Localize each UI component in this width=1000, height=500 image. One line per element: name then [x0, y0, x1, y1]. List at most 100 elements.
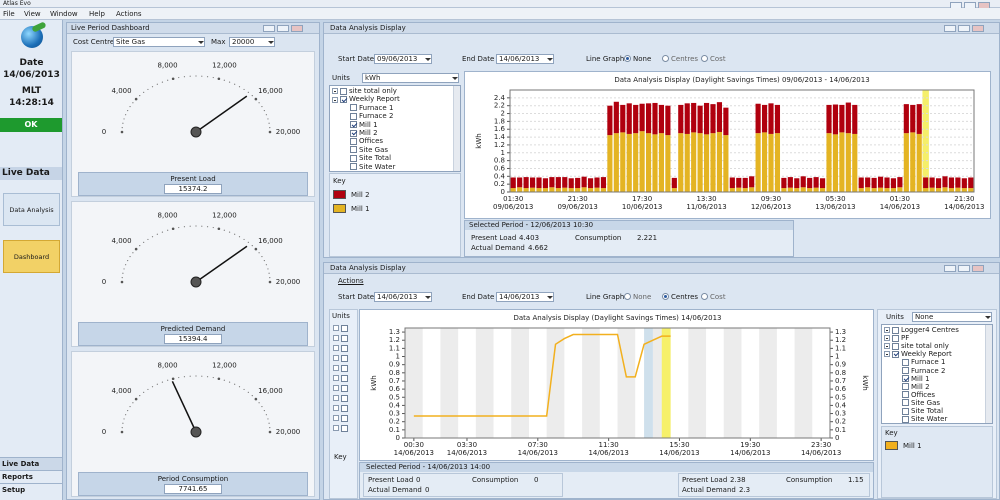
checkbox[interactable]: [350, 138, 357, 146]
radio[interactable]: [662, 293, 669, 300]
menu-item[interactable]: Help: [89, 10, 105, 18]
checkbox[interactable]: [350, 104, 357, 112]
window-button[interactable]: [958, 25, 970, 32]
expander[interactable]: [332, 88, 338, 95]
checkbox[interactable]: [341, 364, 348, 372]
checkbox[interactable]: [892, 334, 899, 342]
checkbox[interactable]: [350, 112, 357, 120]
expander[interactable]: [332, 96, 338, 103]
checkbox[interactable]: [341, 354, 348, 362]
menu-item[interactable]: Window: [50, 10, 78, 18]
expander[interactable]: [333, 425, 339, 431]
max-input[interactable]: 20000: [229, 37, 275, 47]
bar-segment: [536, 188, 542, 192]
window-button[interactable]: [944, 265, 956, 272]
radio[interactable]: [662, 55, 669, 62]
menu-item[interactable]: Actions: [116, 10, 142, 18]
checkbox[interactable]: [341, 424, 348, 432]
expander[interactable]: [884, 335, 890, 342]
gauge-dot: [121, 427, 123, 429]
expander[interactable]: [333, 365, 339, 371]
window-button[interactable]: [972, 25, 984, 32]
checkbox[interactable]: [350, 121, 357, 129]
window-button[interactable]: [263, 25, 275, 32]
cost-centre-select[interactable]: Site Gas: [113, 37, 205, 47]
checkbox[interactable]: [902, 375, 909, 383]
menu-item[interactable]: View: [24, 10, 41, 18]
expander[interactable]: [333, 395, 339, 401]
bar-segment: [884, 177, 890, 189]
checkbox[interactable]: [350, 163, 357, 171]
checkbox[interactable]: [350, 129, 357, 137]
checkbox[interactable]: [892, 350, 899, 358]
checkbox[interactable]: [902, 367, 909, 375]
window-button[interactable]: [972, 265, 984, 272]
checkbox[interactable]: [341, 414, 348, 422]
expander[interactable]: [884, 327, 890, 334]
checkbox[interactable]: [350, 146, 357, 154]
gauge-tick-label: 20,000: [276, 278, 301, 286]
bar-segment: [968, 177, 974, 189]
expander[interactable]: [333, 375, 339, 381]
checkbox[interactable]: [902, 391, 909, 399]
gauge-dot: [238, 386, 241, 388]
date-input[interactable]: 14/06/2013: [496, 292, 554, 302]
bar-segment: [852, 133, 858, 192]
expander[interactable]: [333, 355, 339, 361]
checkbox[interactable]: [341, 334, 348, 342]
gauge-dot: [189, 225, 191, 227]
date-input[interactable]: 09/06/2013: [374, 54, 432, 64]
legend-swatch: [333, 204, 346, 213]
units-select[interactable]: kWh: [362, 73, 459, 83]
bar-segment: [645, 133, 652, 192]
window-button[interactable]: [944, 25, 956, 32]
checkbox[interactable]: [902, 399, 909, 407]
checkbox[interactable]: [340, 87, 347, 95]
checkbox[interactable]: [341, 344, 348, 352]
nav-tab[interactable]: Setup: [0, 483, 62, 496]
checkbox[interactable]: [902, 383, 909, 391]
checkbox[interactable]: [340, 96, 347, 104]
expander[interactable]: [333, 385, 339, 391]
window-button[interactable]: [291, 25, 303, 32]
units-select[interactable]: None: [912, 312, 992, 322]
checkbox[interactable]: [902, 358, 909, 366]
radio[interactable]: [624, 293, 631, 300]
menu-item[interactable]: Actions: [338, 277, 364, 285]
expander[interactable]: [333, 405, 339, 411]
date-input[interactable]: 14/06/2013: [496, 54, 554, 64]
bar-segment: [658, 133, 665, 192]
checkbox[interactable]: [350, 154, 357, 162]
nav-button[interactable]: Dashboard: [3, 240, 60, 273]
radio[interactable]: [701, 293, 708, 300]
tree-item: Site Total: [330, 154, 452, 162]
checkbox[interactable]: [341, 374, 348, 382]
expander[interactable]: [884, 351, 890, 358]
nav-tab[interactable]: Live Data: [0, 457, 62, 470]
checkbox[interactable]: [341, 324, 348, 332]
bar-segment: [923, 177, 929, 189]
date-input[interactable]: 14/06/2013: [374, 292, 432, 302]
radio[interactable]: [701, 55, 708, 62]
checkbox[interactable]: [892, 342, 899, 350]
expander[interactable]: [333, 335, 339, 341]
checkbox[interactable]: [341, 394, 348, 402]
y-tick-label: 0.2: [835, 418, 846, 426]
window-button[interactable]: [958, 265, 970, 272]
expander[interactable]: [333, 325, 339, 331]
checkbox[interactable]: [341, 384, 348, 392]
checkbox[interactable]: [892, 326, 899, 334]
expander[interactable]: [884, 343, 890, 350]
radio[interactable]: [624, 55, 631, 62]
menu-item[interactable]: File: [3, 10, 15, 18]
expander[interactable]: [333, 345, 339, 351]
checkbox[interactable]: [341, 404, 348, 412]
expander[interactable]: [333, 415, 339, 421]
check-mark: [351, 129, 357, 136]
checkbox[interactable]: [902, 415, 909, 423]
checkbox[interactable]: [902, 407, 909, 415]
nav-button[interactable]: Data Analysis: [3, 193, 60, 226]
window-button[interactable]: [277, 25, 289, 32]
gauge-tick-label: 0: [102, 428, 106, 436]
nav-tab[interactable]: Reports: [0, 470, 62, 483]
